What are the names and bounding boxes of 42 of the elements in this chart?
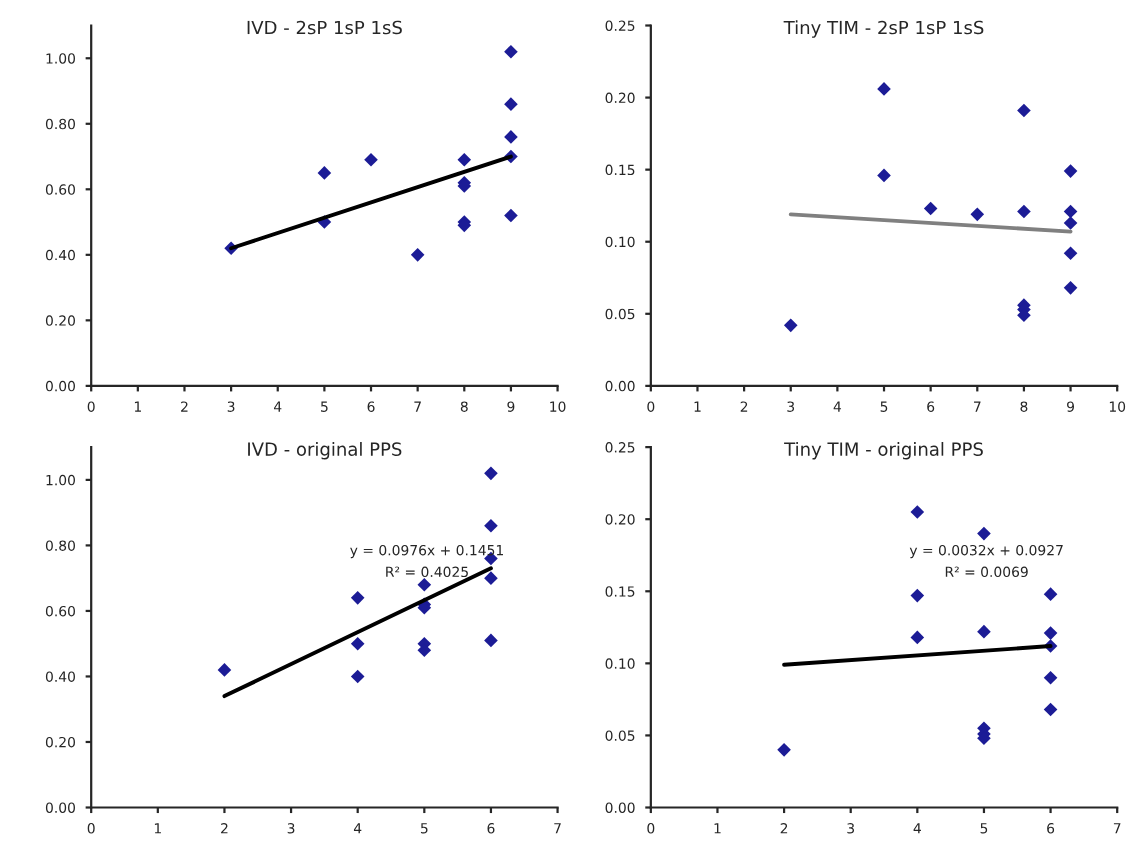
point: [910, 505, 925, 519]
chart-title: IVD - 2sP 1sP 1sS: [247, 20, 402, 35]
point: [783, 318, 798, 333]
chart-title: Tiny TIM - 2sP 1sP 1sS: [783, 20, 984, 38]
point: [504, 44, 518, 59]
point: [350, 669, 365, 684]
point: [1017, 103, 1031, 118]
point: [1043, 670, 1058, 685]
point: [504, 208, 518, 223]
point: [777, 743, 791, 757]
point: [910, 588, 925, 603]
point: [1063, 281, 1078, 295]
point: [484, 466, 498, 481]
point: [1063, 216, 1078, 230]
point: [877, 82, 891, 96]
point: [977, 624, 991, 639]
point: [484, 518, 498, 533]
point: [1043, 626, 1058, 640]
point: [350, 636, 365, 651]
point: [350, 591, 365, 605]
point: [504, 130, 518, 144]
point: [484, 633, 498, 648]
point: [1043, 702, 1058, 717]
point: [970, 207, 985, 222]
point: [1063, 164, 1078, 178]
point: [217, 663, 232, 677]
point: [1043, 587, 1058, 601]
chart-title: Tiny TIM - original PPS: [784, 441, 983, 460]
point: [484, 571, 498, 585]
point: [410, 248, 425, 262]
point: [317, 166, 332, 180]
chart-title: IVD - original PPS: [248, 441, 402, 460]
point: [1017, 204, 1031, 219]
point: [910, 630, 925, 645]
point: [877, 168, 891, 183]
point: [457, 153, 472, 167]
point: [1063, 246, 1078, 261]
point: [417, 577, 432, 592]
point: [504, 97, 518, 111]
point: [977, 526, 991, 541]
point: [923, 201, 938, 216]
point: [364, 153, 378, 167]
